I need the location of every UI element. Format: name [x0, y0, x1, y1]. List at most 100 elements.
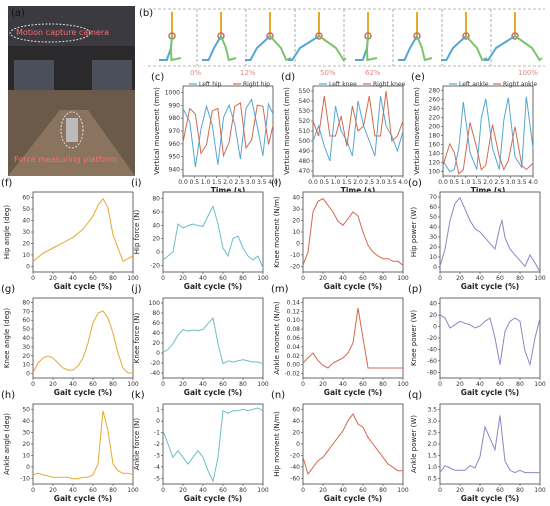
series-line-0 [302, 413, 403, 476]
y-tick-label: 20 [429, 312, 437, 319]
panel-label: (o) [408, 178, 422, 189]
x-tick-label: 0 [161, 275, 165, 282]
x-tick-label: 2.5 [364, 179, 374, 186]
y-tick-label: -40 [150, 370, 160, 377]
x-tick-label: 40 [199, 487, 207, 494]
x-axis-label: Gait cycle (%) [461, 388, 519, 397]
x-axis-label: Gait cycle (%) [54, 388, 112, 397]
y-tick-label: 1.0 [427, 464, 437, 471]
chart-panel-d: (d) 0.0 0.5 1.0 1.5 2.0 2.5 3.0 3.5 4.0 470 480 490 5… [281, 72, 408, 195]
stick-percent-label: 12% [240, 69, 256, 77]
series-line-left-ankle [442, 96, 534, 173]
x-tick-label: 20 [319, 275, 327, 282]
y-tick-label: -3 [154, 452, 160, 459]
y-tick-label: -1 [154, 430, 160, 437]
y-tick-label: 40 [292, 418, 300, 425]
y-tick-label: 0 [26, 371, 30, 378]
plot-frame [439, 297, 541, 379]
x-axis-label: Gait cycle (%) [461, 494, 519, 503]
x-tick-label: 20 [319, 381, 327, 388]
y-tick-label: 100 [149, 300, 161, 307]
series-line-right-ankle [442, 122, 534, 175]
y-axis-label: Hip moment (N/m) [273, 411, 281, 477]
y-tick-label: 10 [429, 254, 437, 261]
series-line-0 [439, 314, 541, 367]
stick-left-leg [484, 35, 516, 61]
x-tick-label: 2.0 [353, 179, 363, 186]
series-line-0 [439, 196, 541, 273]
y-tick-label: 50 [429, 214, 437, 221]
y-tick-label: 10 [292, 229, 300, 236]
plot-frame [32, 297, 134, 379]
x-tick-label: 2.0 [483, 179, 493, 186]
panel-label: (g) [1, 284, 15, 295]
stick-hip-joint [511, 32, 519, 40]
x-tick-label: 60 [219, 381, 227, 388]
y-tick-label: 0 [296, 240, 300, 247]
y-tick-label: 220 [429, 115, 441, 122]
panel-label: (e) [411, 72, 425, 83]
y-tick-label: 10 [22, 452, 30, 459]
x-tick-label: 2.0 [223, 179, 233, 186]
plot-frame [32, 403, 134, 485]
x-tick-label: 20 [179, 381, 187, 388]
x-tick-label: 100 [257, 487, 269, 494]
y-tick-label: 40 [22, 218, 30, 225]
x-tick-label: 40 [339, 381, 347, 388]
y-axis-label: Knee moment (N/m) [273, 196, 281, 268]
y-axis-label: Ankle angle (deg) [3, 413, 11, 475]
x-tick-label: 0 [31, 381, 35, 388]
y-axis-label: Knee force (N) [133, 313, 141, 364]
y-tick-label: 0 [156, 249, 160, 256]
x-tick-label: 100 [127, 381, 139, 388]
x-axis-label: Time (s) [341, 186, 376, 195]
x-tick-label: 20 [456, 275, 464, 282]
x-axis-label: Gait cycle (%) [324, 494, 382, 503]
y-tick-label: 0 [26, 464, 30, 471]
plot-frame [439, 403, 541, 485]
y-tick-label: 60 [22, 317, 30, 324]
plot-frame [302, 297, 404, 379]
x-tick-label: 2.5 [494, 179, 504, 186]
x-tick-label: 100 [127, 487, 139, 494]
x-tick-label: 60 [496, 487, 504, 494]
y-tick-label: -20 [150, 360, 160, 367]
y-tick-label: 30 [292, 206, 300, 213]
y-tick-label: -10 [290, 252, 300, 259]
y-tick-label: -0.02 [284, 371, 300, 378]
x-tick-label: 20 [179, 275, 187, 282]
y-tick-label: 100 [429, 169, 441, 176]
series-line-0 [439, 415, 540, 474]
x-tick-label: 20 [179, 487, 187, 494]
x-axis-label: Gait cycle (%) [184, 494, 242, 503]
legend-label: Left hip [199, 81, 222, 88]
x-tick-label: 3.0 [506, 179, 516, 186]
y-tick-label: 50 [22, 326, 30, 333]
x-tick-label: 3.5 [257, 179, 267, 186]
chart-panel-j: (j) 0 20 40 60 80 100 -40 -20 0 20 40 60 80 100 Gait cy… [131, 284, 269, 397]
y-axis-label: Hip angle (deg) [3, 205, 11, 259]
x-tick-label: 0 [438, 275, 442, 282]
stick-percent-label: 62% [365, 69, 381, 77]
legend-label: Right knee [373, 81, 406, 88]
y-tick-label: 120 [429, 160, 441, 167]
y-tick-label: -5 [154, 475, 160, 482]
y-tick-label: 60 [429, 204, 437, 211]
y-axis-label: Knee angle (deg) [3, 308, 11, 368]
y-tick-label: 20 [429, 244, 437, 251]
y-tick-label: 40 [429, 301, 437, 308]
y-tick-label: 1000 [165, 89, 180, 96]
x-tick-label: 1.0 [461, 179, 471, 186]
stick-hip-joint [315, 32, 323, 40]
y-tick-label: 950 [169, 154, 181, 161]
y-tick-label: 1.5 [427, 452, 437, 459]
x-tick-label: 80 [239, 275, 247, 282]
plot-frame [302, 403, 404, 485]
panel-label: (i) [131, 178, 142, 189]
y-tick-label: 30 [429, 234, 437, 241]
y-tick-label: 520 [299, 118, 311, 125]
y-tick-label: 530 [299, 108, 311, 115]
